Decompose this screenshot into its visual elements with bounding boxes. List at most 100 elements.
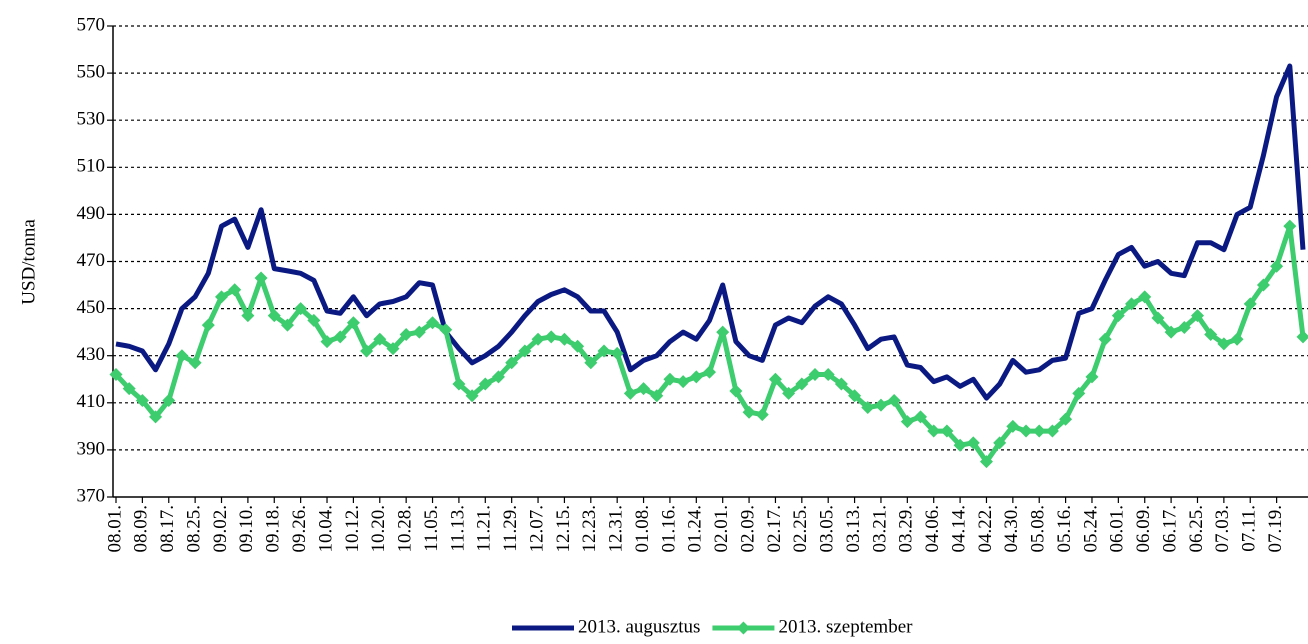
- data-point: [320, 335, 334, 349]
- data-point: [122, 382, 136, 396]
- data-point: [676, 375, 690, 389]
- x-tick-label: 09.26.: [289, 505, 310, 553]
- x-tick-label: 06.17.: [1159, 505, 1180, 553]
- data-point: [1230, 332, 1244, 346]
- x-tick-label: 02.09.: [737, 505, 758, 553]
- data-point: [663, 372, 677, 386]
- x-tick-label: 12.23.: [579, 505, 600, 553]
- y-tick-label: 410: [77, 391, 106, 412]
- x-tick-label: 10.28.: [395, 505, 416, 553]
- x-tick-label: 04.06.: [922, 505, 943, 553]
- y-tick-label: 510: [77, 156, 106, 177]
- data-point: [149, 410, 163, 424]
- data-point: [175, 349, 189, 363]
- data-point: [505, 356, 519, 370]
- data-point: [584, 356, 598, 370]
- y-tick-label: 450: [77, 297, 106, 318]
- data-point: [1032, 424, 1046, 438]
- data-point: [1006, 419, 1020, 433]
- data-point: [755, 408, 769, 422]
- data-point: [623, 386, 637, 400]
- data-point: [491, 370, 505, 384]
- legend-marker: [736, 621, 750, 635]
- data-point: [1204, 328, 1218, 342]
- data-point: [716, 325, 730, 339]
- data-point: [1019, 424, 1033, 438]
- y-tick-label: 490: [77, 203, 106, 224]
- data-point: [861, 401, 875, 415]
- x-tick-label: 08.25.: [183, 505, 204, 553]
- x-tick-label: 02.25.: [790, 505, 811, 553]
- x-tick-label: 01.16.: [658, 505, 679, 553]
- data-point: [1243, 297, 1257, 311]
- data-point: [478, 377, 492, 391]
- data-point: [1059, 412, 1073, 426]
- data-point: [386, 342, 400, 356]
- x-tick-label: 12.15.: [553, 505, 574, 553]
- y-tick-label: 550: [77, 61, 106, 82]
- data-point: [993, 436, 1007, 450]
- x-tick-label: 03.13.: [843, 505, 864, 553]
- x-tick-label: 05.24.: [1080, 505, 1101, 553]
- data-point: [1217, 337, 1231, 351]
- data-point: [135, 393, 149, 407]
- data-point: [808, 368, 822, 382]
- data-point: [557, 332, 571, 346]
- y-tick-label: 370: [77, 485, 106, 506]
- data-point: [280, 318, 294, 332]
- data-point: [927, 424, 941, 438]
- x-tick-label: 09.02.: [210, 505, 231, 553]
- data-point: [307, 313, 321, 327]
- data-point: [597, 344, 611, 358]
- x-tick-label: 02.17.: [764, 505, 785, 553]
- x-tick-label: 06.01.: [1107, 505, 1128, 553]
- data-point: [1164, 325, 1178, 339]
- x-tick-label: 07.19.: [1265, 505, 1286, 553]
- x-tick-label: 04.30.: [1001, 505, 1022, 553]
- data-point: [966, 436, 980, 450]
- data-point: [689, 370, 703, 384]
- data-point: [1138, 290, 1152, 304]
- data-point: [267, 309, 281, 323]
- data-point: [821, 368, 835, 382]
- data-point: [333, 330, 347, 344]
- data-point: [571, 339, 585, 353]
- x-tick-label: 11.05.: [421, 505, 442, 552]
- data-point: [518, 344, 532, 358]
- data-point: [940, 424, 954, 438]
- data-point: [1270, 259, 1284, 273]
- data-point: [887, 393, 901, 407]
- data-point: [1151, 311, 1165, 325]
- data-point: [1190, 309, 1204, 323]
- x-tick-label: 08.17.: [157, 505, 178, 553]
- data-point: [650, 389, 664, 403]
- x-tick-label: 04.22.: [975, 505, 996, 553]
- data-point: [900, 415, 914, 429]
- series-line: [115, 63, 1306, 401]
- data-point: [373, 332, 387, 346]
- data-point: [953, 438, 967, 452]
- data-point: [1296, 330, 1308, 344]
- y-tick-label: 430: [77, 344, 106, 365]
- data-point: [795, 377, 809, 391]
- data-point: [228, 283, 242, 297]
- data-point: [399, 328, 413, 342]
- data-point: [742, 405, 756, 419]
- data-point: [201, 318, 215, 332]
- x-tick-label: 11.29.: [500, 505, 521, 552]
- legend-label: 2013. szeptember: [778, 616, 913, 637]
- x-tick-label: 12.31.: [606, 505, 627, 553]
- x-tick-label: 07.11.: [1239, 505, 1260, 552]
- x-tick-label: 10.12.: [342, 505, 363, 553]
- data-point: [914, 410, 928, 424]
- x-tick-label: 08.01.: [104, 505, 125, 553]
- data-point: [294, 302, 308, 316]
- x-tick-label: 09.10.: [236, 505, 257, 553]
- data-point: [979, 455, 993, 469]
- data-point: [412, 325, 426, 339]
- data-point: [1072, 386, 1086, 400]
- x-tick-label: 04.14.: [948, 505, 969, 553]
- data-point: [426, 316, 440, 330]
- y-tick-label: 470: [77, 250, 106, 271]
